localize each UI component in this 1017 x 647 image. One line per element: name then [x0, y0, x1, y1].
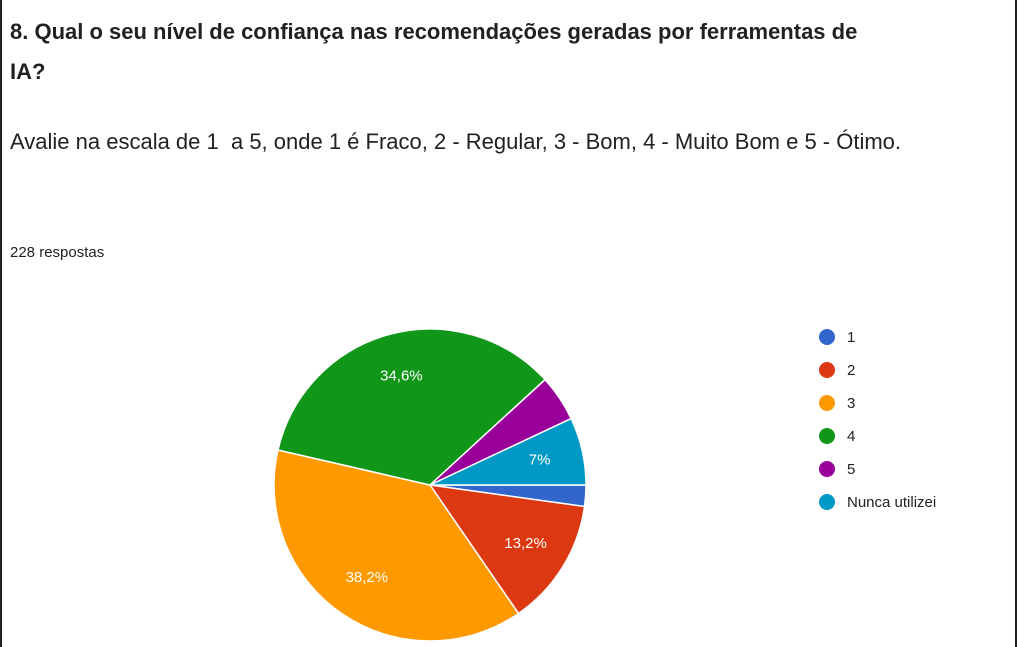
legend-swatch: [819, 494, 835, 510]
legend-swatch: [819, 428, 835, 444]
pie-slice: [277, 328, 547, 486]
pie-slice: [429, 417, 587, 486]
response-count: 228 respostas: [10, 244, 105, 261]
pie-slice: [428, 484, 586, 615]
legend-label: 4: [847, 428, 855, 445]
legend-label: Nunca utilizei: [847, 494, 936, 511]
question-description: Avalie na escala de 1 a 5, onde 1 é Frac…: [10, 129, 902, 154]
legend-label: 5: [847, 461, 855, 478]
legend-swatch: [819, 329, 835, 345]
slice-label: 7%: [529, 451, 551, 468]
slice-label: 13,2%: [504, 535, 547, 552]
legend-swatch: [819, 395, 835, 411]
slice-label: 38,2%: [346, 569, 389, 586]
legend-label: 1: [847, 329, 855, 346]
legend-swatch: [819, 461, 835, 477]
legend-label: 3: [847, 395, 855, 412]
legend-swatch: [819, 362, 835, 378]
pie-slice: [273, 449, 520, 642]
question-title: 8. Qual o seu nível de confiança nas rec…: [10, 19, 858, 84]
legend-label: 2: [847, 362, 855, 379]
slice-label: 34,6%: [380, 367, 423, 384]
